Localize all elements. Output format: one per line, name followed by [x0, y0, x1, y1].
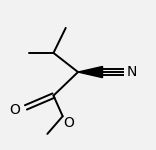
Text: O: O — [63, 116, 74, 130]
Polygon shape — [78, 66, 102, 78]
Text: O: O — [10, 103, 21, 117]
Text: N: N — [127, 65, 137, 79]
